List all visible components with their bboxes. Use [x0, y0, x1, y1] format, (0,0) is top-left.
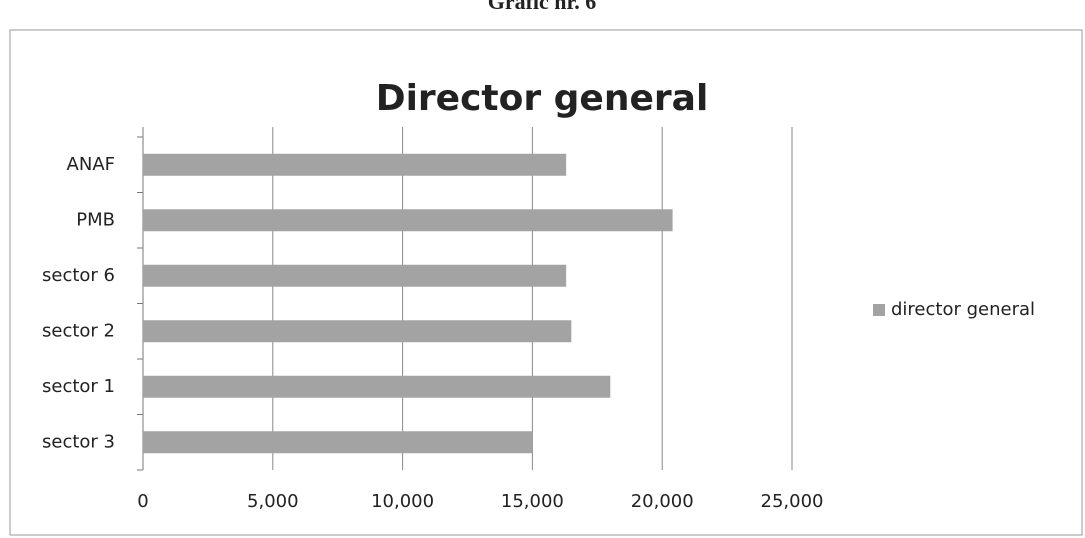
y-tick-label: sector 1: [42, 376, 115, 397]
x-tick-label: 5,000: [247, 491, 299, 512]
chart-frame: [9, 29, 1083, 536]
y-tick-label: sector 6: [42, 265, 115, 286]
x-tick-label: 20,000: [631, 491, 694, 512]
y-tick-label: sector 2: [42, 320, 115, 341]
bar: [143, 320, 572, 343]
legend-swatch: [873, 304, 885, 316]
bar: [143, 264, 567, 287]
bar: [143, 209, 673, 232]
bar: [143, 431, 533, 454]
x-tick-label: 10,000: [371, 491, 434, 512]
x-tick-label: 0: [137, 491, 148, 512]
y-tick-label: ANAF: [67, 154, 115, 175]
legend-label: director general: [891, 299, 1035, 320]
page-heading: Grafic nr. 6: [488, 0, 597, 14]
bar: [143, 153, 567, 176]
x-tick-label: 15,000: [501, 491, 564, 512]
x-tick-label: 25,000: [761, 491, 824, 512]
y-tick-label: sector 3: [42, 431, 115, 452]
bar: [143, 375, 611, 398]
y-tick-label: PMB: [76, 209, 115, 230]
chart-title: Director general: [376, 78, 709, 119]
